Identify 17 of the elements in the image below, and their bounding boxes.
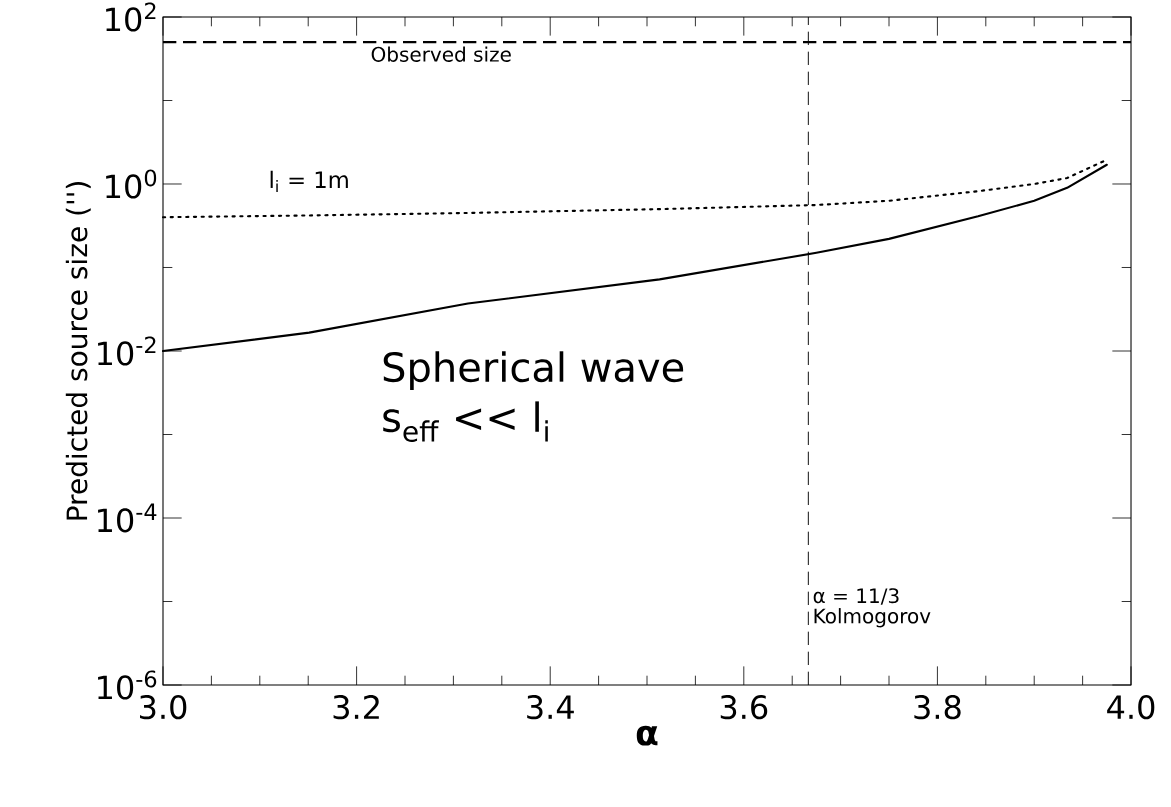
y-tick-label: 10$^{0}$	[106, 169, 157, 199]
y-tick-label: 10$^{-4}$	[98, 503, 157, 533]
x-tick-label: 3.2	[333, 695, 379, 720]
x-tick-label: 4.0	[1107, 695, 1155, 720]
y-axis-title: Predicted source size ('')	[65, 182, 91, 520]
annotation: Spherical wave	[383, 351, 684, 390]
x-tick-label: 3.6	[720, 695, 768, 720]
x-tick-label: 3.4	[527, 695, 574, 720]
y-tick-label: 10$^{2}$	[106, 2, 156, 32]
x-tick-label: 3.8	[914, 695, 961, 720]
x-axis-title: α	[636, 725, 658, 746]
annotation: s$_{eff}$ << l$_{i}$	[383, 401, 548, 442]
ref-line-label: Kolmogorov	[814, 608, 931, 628]
annotation: α = 11/3	[813, 588, 899, 605]
ref-line-label: Observed size	[371, 46, 511, 62]
series-label: l$_{i}$ = 1m	[270, 170, 348, 193]
y-tick-label: 10$^{-2}$	[98, 336, 156, 366]
